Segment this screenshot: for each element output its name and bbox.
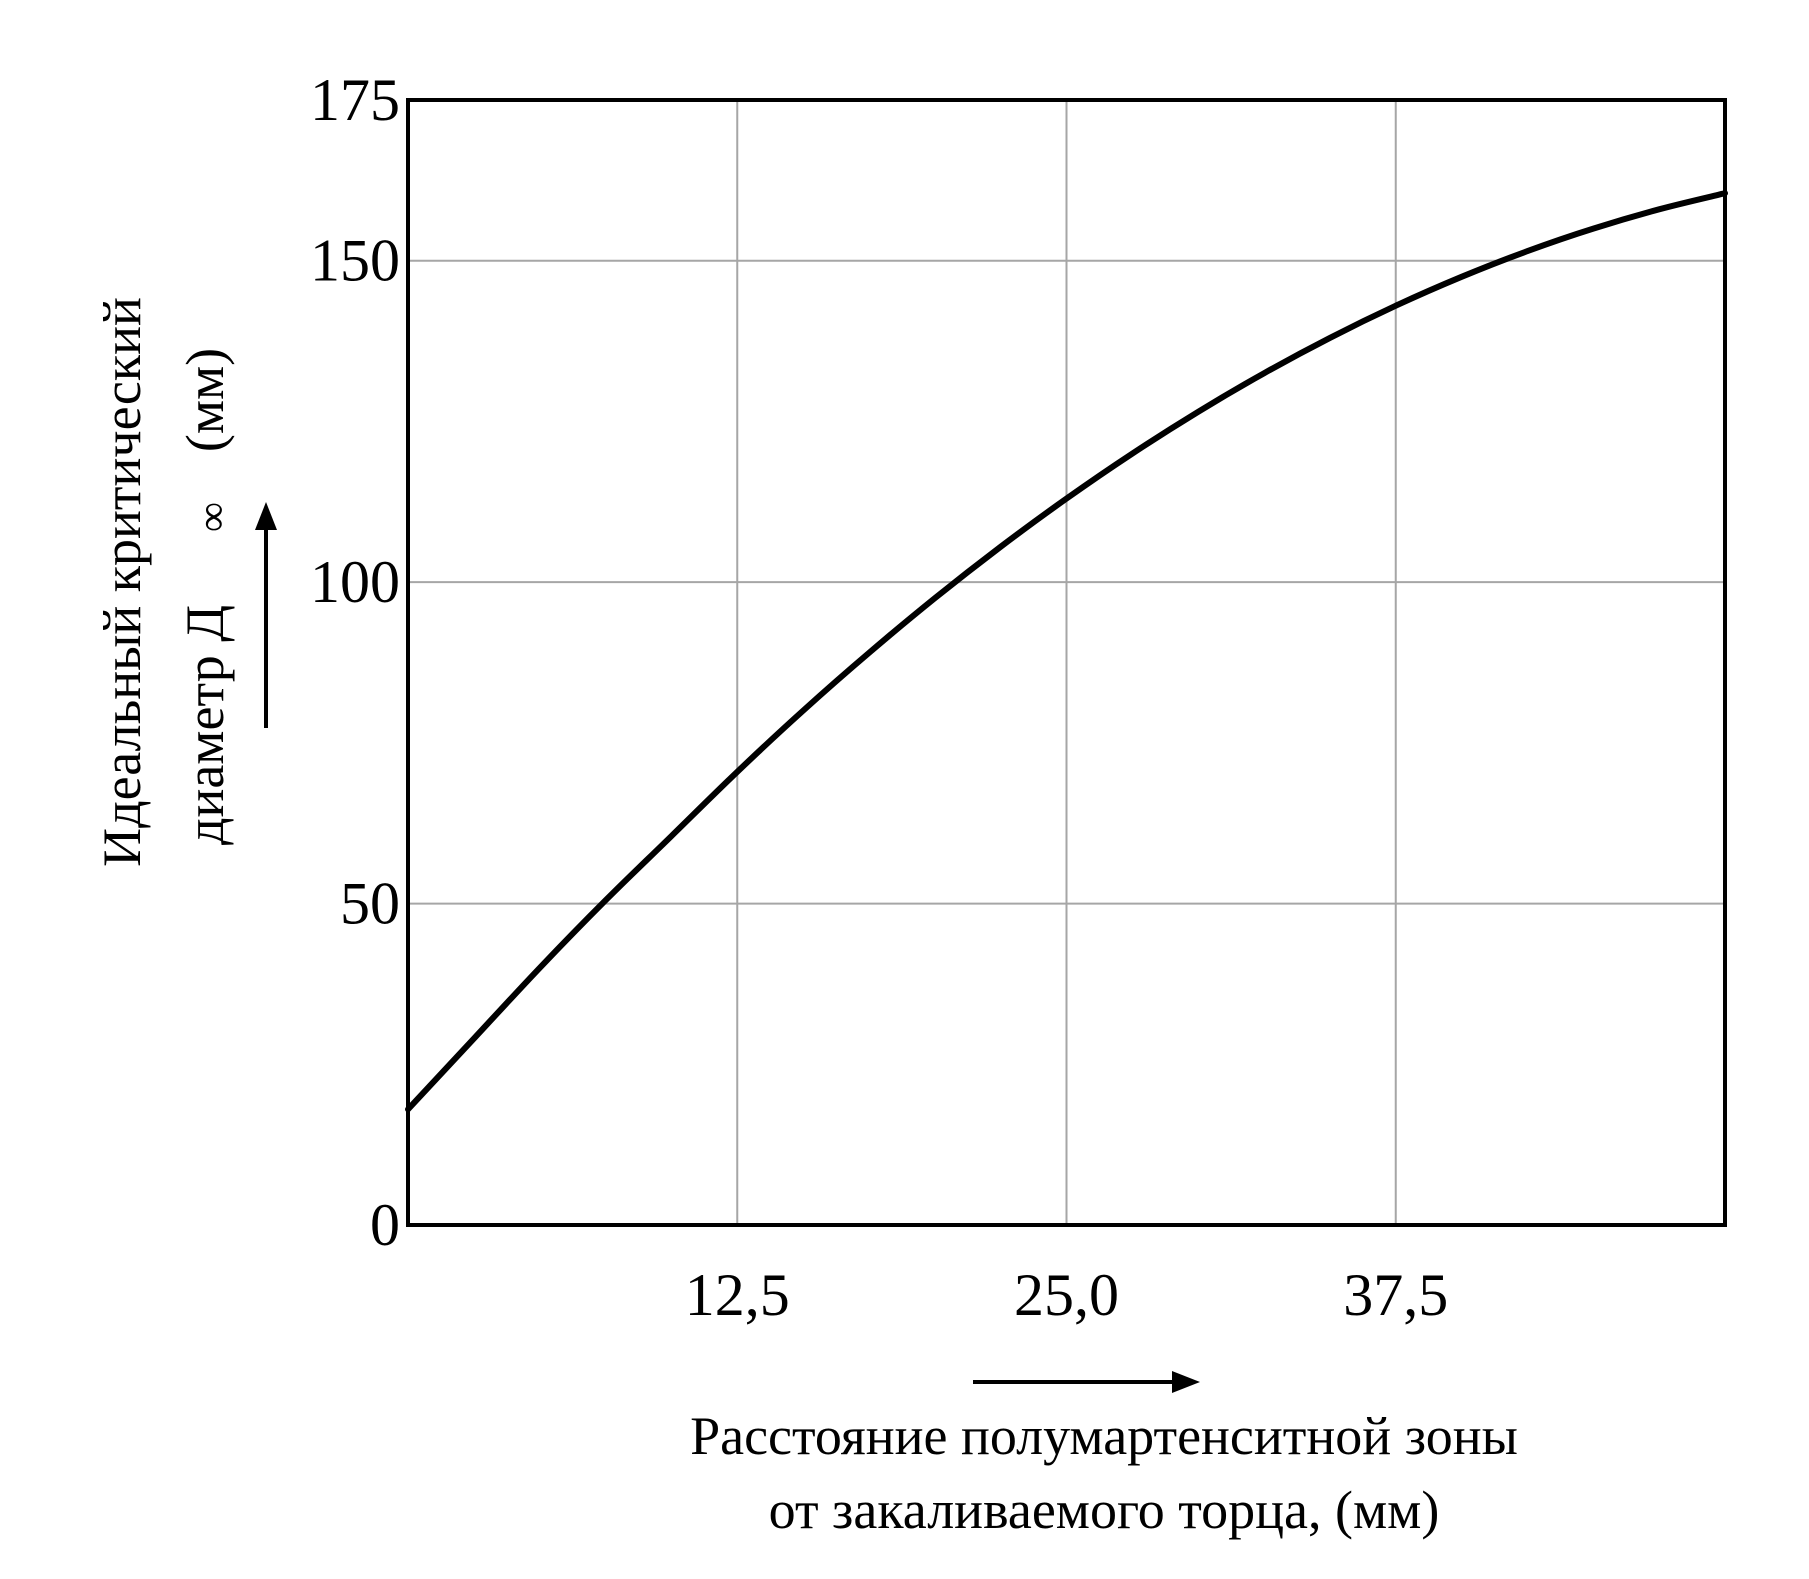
- x-tick-labels: 12,5 25,0 37,5: [685, 1262, 1449, 1328]
- y-tick-label: 175: [310, 67, 400, 133]
- y-axis-title-line-1: Идеальный критический: [92, 297, 152, 867]
- y-axis-arrow: [255, 502, 277, 728]
- y-tick-label: 0: [370, 1192, 400, 1258]
- y-tick-labels: 0 50 100 150 175: [310, 67, 400, 1258]
- y-axis-title-symbol: ∞: [190, 502, 236, 532]
- x-axis-arrow: [973, 1371, 1200, 1393]
- x-tick-label: 12,5: [685, 1262, 790, 1328]
- x-tick-label: 25,0: [1014, 1262, 1119, 1328]
- y-axis-title-unit: (мм): [175, 348, 235, 452]
- grid: [408, 100, 1725, 1225]
- y-axis-title-line-2: диаметр Д: [175, 605, 235, 845]
- x-tick-label: 37,5: [1343, 1262, 1448, 1328]
- y-tick-label: 150: [310, 228, 400, 294]
- y-tick-label: 100: [310, 549, 400, 615]
- data-curve: [405, 190, 1728, 1113]
- x-axis-title-line-1: Расстояние полумартенситной зоны: [690, 1406, 1518, 1466]
- y-tick-label: 50: [340, 871, 400, 937]
- x-axis-title-line-2: от закаливаемого торца, (мм): [769, 1480, 1440, 1540]
- plot-frame: [406, 98, 1727, 1227]
